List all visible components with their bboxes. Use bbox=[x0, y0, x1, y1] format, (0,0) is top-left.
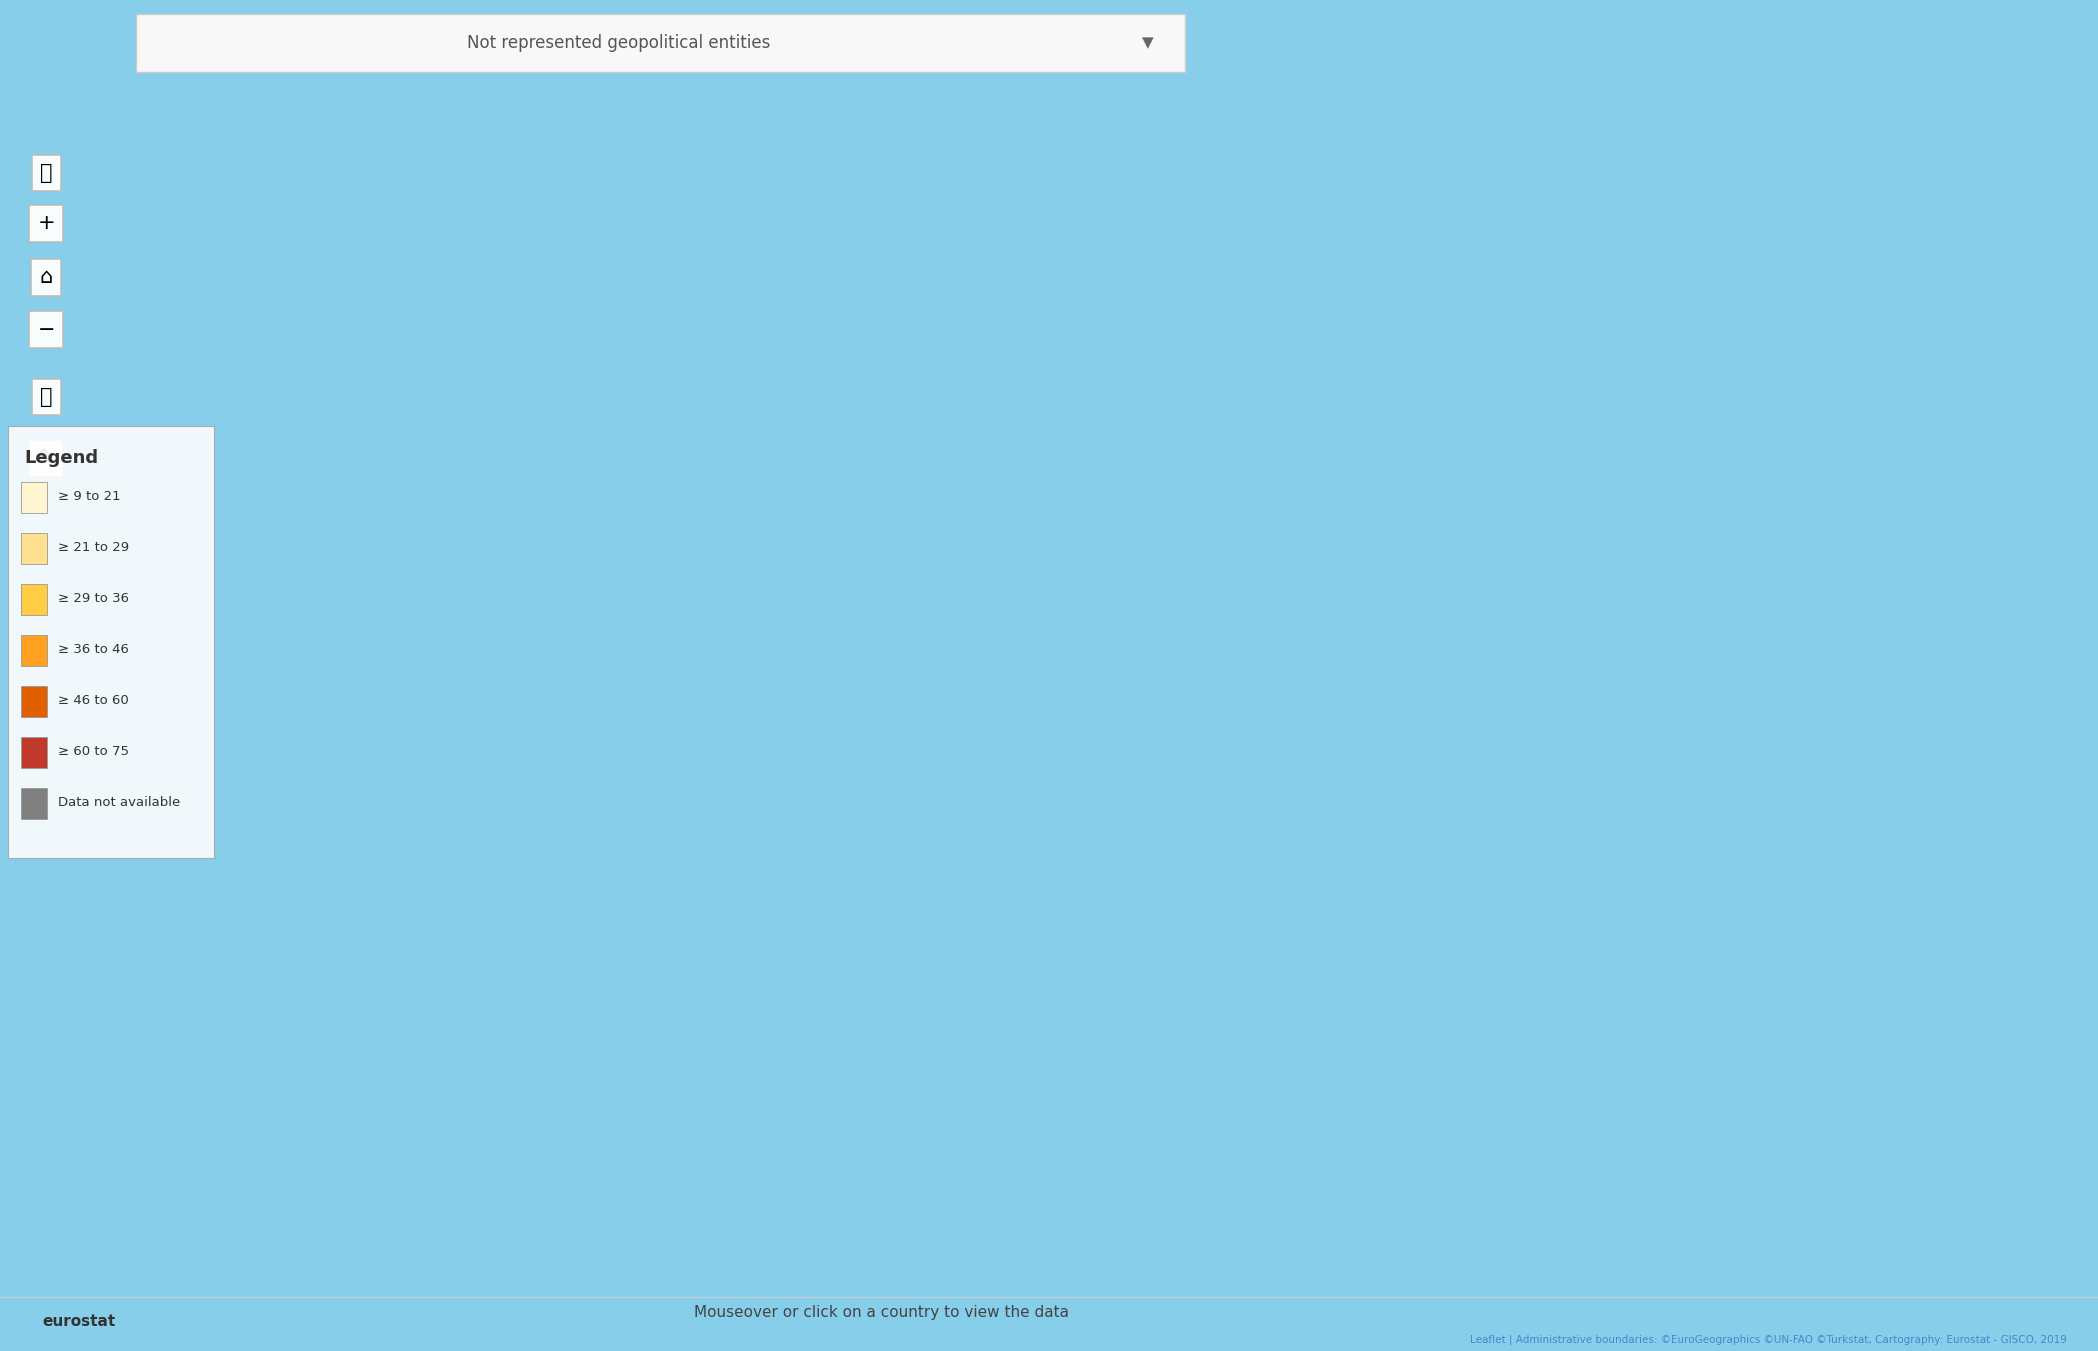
Text: Mouseover or click on a country to view the data: Mouseover or click on a country to view … bbox=[694, 1305, 1068, 1320]
FancyBboxPatch shape bbox=[21, 788, 48, 820]
Text: ▼: ▼ bbox=[1141, 35, 1154, 50]
Text: ≥ 60 to 75: ≥ 60 to 75 bbox=[59, 746, 128, 758]
Text: ⌂: ⌂ bbox=[40, 267, 52, 288]
FancyBboxPatch shape bbox=[21, 482, 48, 513]
Text: ⌖: ⌖ bbox=[40, 163, 52, 184]
Text: Leaflet | Administrative boundaries: ©EuroGeographics ©UN-FAO ©Turkstat, Cartogr: Leaflet | Administrative boundaries: ©Eu… bbox=[1471, 1335, 2067, 1346]
FancyBboxPatch shape bbox=[21, 584, 48, 615]
Text: ≥ 46 to 60: ≥ 46 to 60 bbox=[59, 694, 128, 708]
Text: Data not available: Data not available bbox=[59, 797, 180, 809]
Text: Legend: Legend bbox=[25, 450, 99, 467]
Text: ≥ 9 to 21: ≥ 9 to 21 bbox=[59, 490, 120, 504]
Text: ⎙: ⎙ bbox=[40, 386, 52, 407]
Text: ≥ 21 to 29: ≥ 21 to 29 bbox=[59, 542, 128, 554]
Text: eurostat: eurostat bbox=[42, 1313, 115, 1329]
Text: ≥ 29 to 36: ≥ 29 to 36 bbox=[59, 593, 128, 605]
Text: ≥ 36 to 46: ≥ 36 to 46 bbox=[59, 643, 128, 657]
FancyBboxPatch shape bbox=[21, 635, 48, 666]
Text: −: − bbox=[38, 320, 55, 340]
Text: ✎: ✎ bbox=[38, 449, 55, 469]
FancyBboxPatch shape bbox=[21, 534, 48, 565]
FancyBboxPatch shape bbox=[21, 686, 48, 717]
Text: +: + bbox=[38, 213, 55, 234]
FancyBboxPatch shape bbox=[21, 738, 48, 769]
Text: Not represented geopolitical entities: Not represented geopolitical entities bbox=[468, 34, 770, 51]
